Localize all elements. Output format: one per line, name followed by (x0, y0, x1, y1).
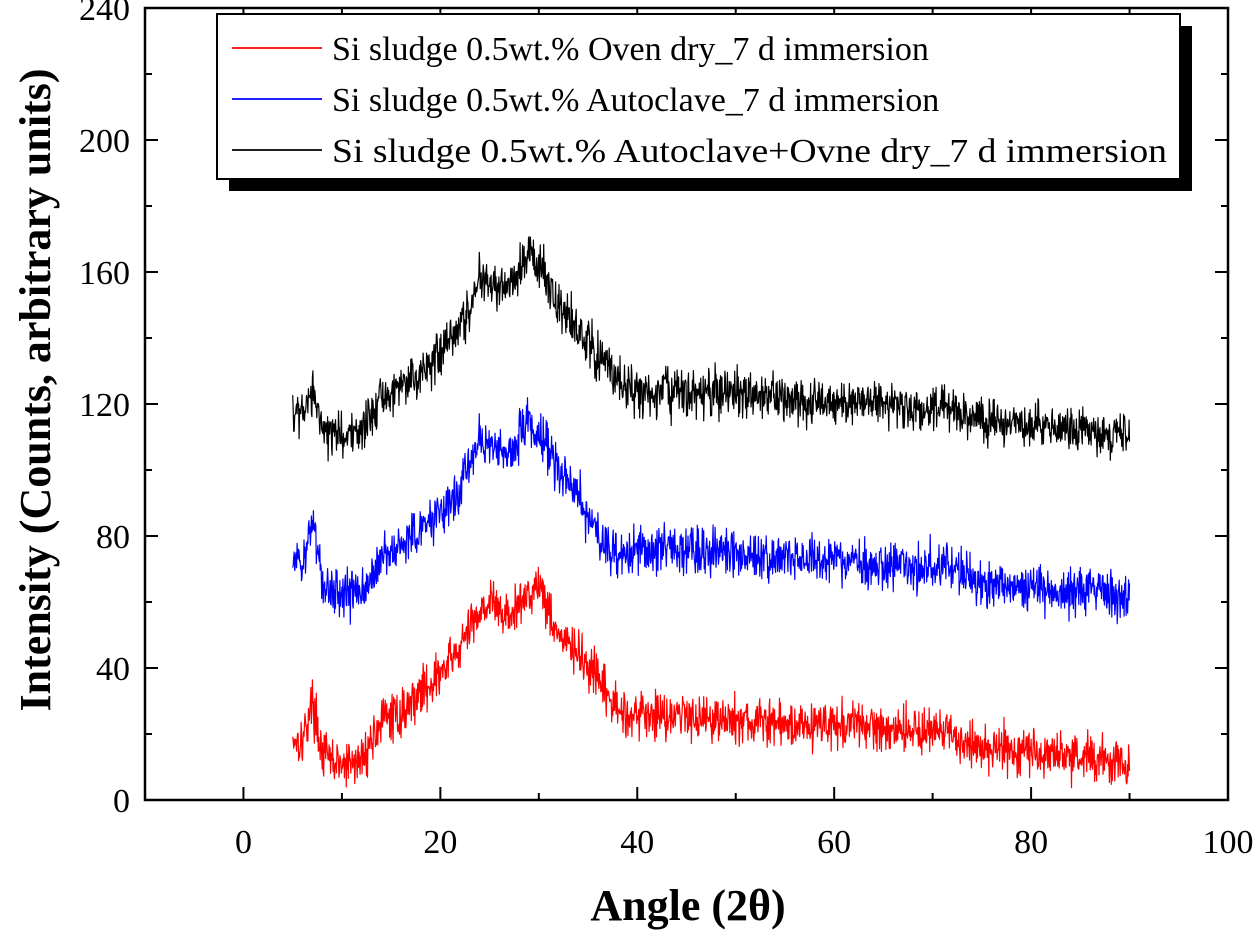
legend-label-3: Si sludge 0.5wt.% Autoclave+Ovne dry_7 d… (332, 133, 1167, 170)
series-layer (292, 236, 1131, 789)
legend-label-2: Si sludge 0.5wt.% Autoclave_7 d immersio… (332, 82, 939, 119)
legend-box (216, 13, 1181, 180)
y-tick-label: 160 (79, 255, 130, 292)
x-tick-label: 60 (817, 824, 851, 861)
series-line-3 (292, 236, 1131, 462)
legend: Si sludge 0.5wt.% Oven dry_7 d immersion… (216, 13, 1192, 191)
y-tick-label: 120 (79, 387, 130, 424)
y-tick-label: 40 (96, 651, 130, 688)
x-tick-label: 0 (235, 824, 252, 861)
y-tick-label: 80 (96, 519, 130, 556)
series-line-1 (292, 566, 1131, 789)
y-tick-label: 0 (113, 783, 130, 820)
legend-label-1: Si sludge 0.5wt.% Oven dry_7 d immersion (332, 31, 929, 68)
y-tick-label: 200 (79, 123, 130, 160)
x-axis-title: Angle (2θ) (590, 881, 785, 930)
x-tick-label: 100 (1203, 824, 1254, 861)
series-line-2 (292, 397, 1131, 625)
x-tick-label: 80 (1014, 824, 1048, 861)
x-tick-label: 40 (620, 824, 654, 861)
y-tick-label: 240 (79, 0, 130, 28)
y-axis-title: Intensity (Counts, arbitrary units) (11, 69, 60, 712)
x-tick-label: 20 (423, 824, 457, 861)
